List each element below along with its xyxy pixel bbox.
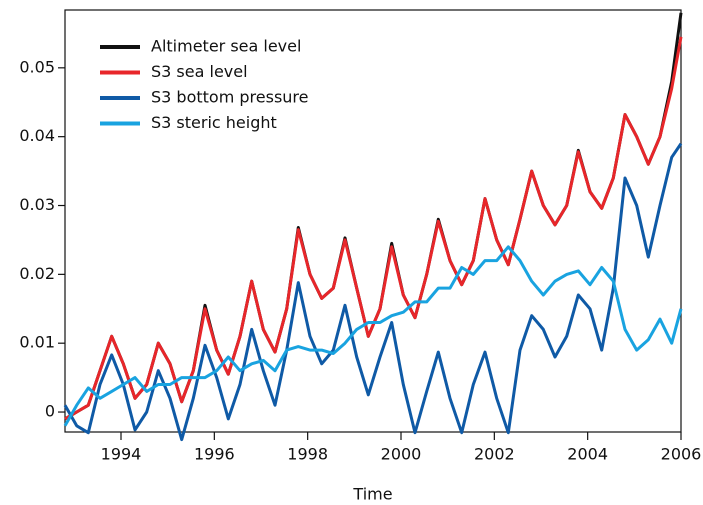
y-tick-label: 0.03	[19, 195, 55, 214]
plot-frame	[64, 9, 682, 433]
series-line	[63, 245, 683, 427]
x-tick-label: 2006	[661, 445, 702, 464]
y-tick-label: 0.01	[19, 333, 55, 352]
x-tick-label: 2002	[474, 445, 515, 464]
legend-label: S3 bottom pressure	[151, 88, 308, 107]
x-tick-label: 1996	[194, 445, 235, 464]
y-tick-label: 0	[45, 402, 55, 421]
x-tick-label: 1998	[287, 445, 328, 464]
x-axis-label: Time	[352, 485, 392, 504]
y-tick-label: 0.02	[19, 264, 55, 283]
x-tick-label: 1994	[101, 445, 142, 464]
x-tick-label: 2004	[567, 445, 608, 464]
x-tick-label: 2000	[381, 445, 422, 464]
series-line	[63, 142, 683, 442]
y-tick-label: 0.04	[19, 126, 55, 145]
legend-label: S3 steric height	[151, 113, 277, 132]
y-tick-label: 0.05	[19, 57, 55, 76]
legend-label: S3 sea level	[151, 62, 248, 81]
legend-label: Altimeter sea level	[151, 37, 301, 56]
